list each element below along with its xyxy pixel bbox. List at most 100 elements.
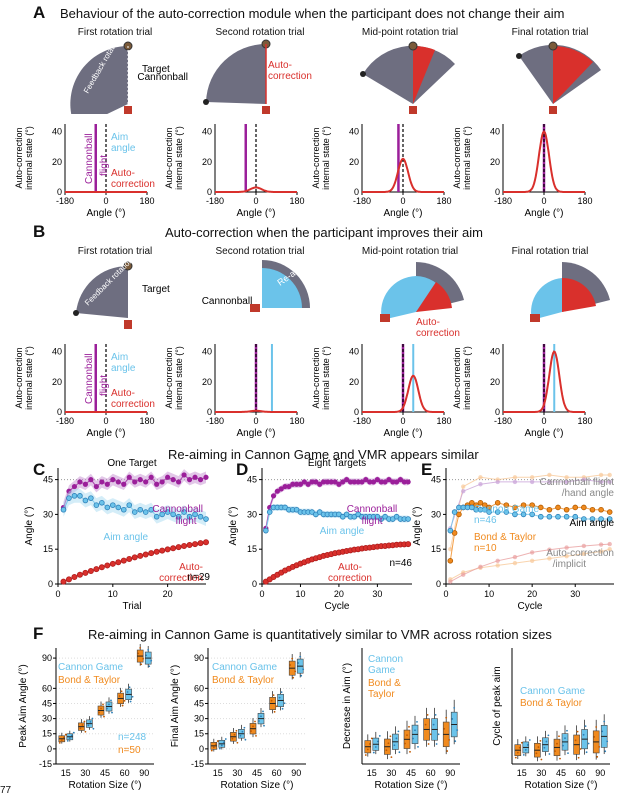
data-point: [412, 737, 414, 740]
data-point: [60, 506, 67, 513]
data-point: [461, 572, 466, 577]
data-point: [347, 479, 354, 485]
data-point: [394, 479, 400, 485]
data-point: [281, 707, 284, 710]
x-tick-label: 0: [103, 416, 108, 426]
data-point: [309, 479, 315, 485]
data-point: [164, 546, 171, 553]
diagram-b3: Auto- correction: [380, 262, 464, 336]
data-point: [320, 479, 327, 485]
x-axis-label: Angle (°): [383, 208, 422, 219]
data-point: [72, 731, 75, 734]
y-tick-label: 15: [247, 544, 257, 554]
data-point: [598, 516, 604, 522]
legend-label: Bond & Taylor: [212, 675, 275, 686]
data-point: [76, 571, 83, 578]
f-charts: -15 0 15 30 45 60 90 15 30 45 60 90 Rotation Size (°…: [18, 643, 610, 791]
svg-text:flight: flight: [99, 155, 110, 176]
x-axis-label: Angle (°): [383, 428, 422, 439]
y-tick-label: 0: [207, 187, 212, 197]
data-point: [147, 649, 150, 651]
data-point: [115, 479, 121, 485]
data-point: [526, 744, 529, 746]
data-point: [137, 552, 144, 559]
data-point: [564, 479, 569, 485]
x-axis-label: Angle (°): [86, 208, 125, 219]
data-point: [300, 674, 303, 677]
x-axis-label: Rotation Size (°): [525, 780, 598, 791]
y-tick-label: 30: [431, 509, 441, 519]
autocorr-sector: [413, 45, 435, 104]
data-point: [137, 506, 144, 513]
x-tick-label: 0: [400, 416, 405, 426]
x-tick-label: -180: [56, 196, 74, 206]
y-tick-label: 40: [349, 127, 359, 137]
data-point: [382, 479, 388, 485]
data-point: [401, 479, 407, 485]
y-tick-label: 20: [52, 377, 62, 387]
data-point: [115, 559, 122, 566]
y-tick-label: 20: [202, 157, 212, 167]
data-point: [270, 699, 273, 702]
x-tick-label: 180: [289, 196, 304, 206]
y-tick-label: 0: [252, 579, 257, 589]
series-label: Bond & Taylor: [474, 532, 537, 543]
trial-title: Second rotation trial: [215, 246, 305, 257]
data-point: [181, 509, 187, 515]
data-point: [512, 504, 518, 511]
data-point: [429, 733, 432, 736]
x-tick-label: 45: [556, 768, 566, 778]
data-point: [581, 516, 587, 522]
legend-label: Cannon Game: [520, 686, 585, 697]
y-tick-label: 40: [490, 347, 500, 357]
data-point: [372, 751, 375, 754]
data-point: [64, 733, 67, 736]
y-tick-label: 15: [431, 544, 441, 554]
data-point: [518, 746, 521, 749]
data-point: [370, 479, 377, 485]
data-point: [192, 511, 198, 518]
x-tick-label: -180: [206, 416, 224, 426]
data-point: [386, 477, 392, 483]
x-tick-label: 180: [139, 416, 154, 426]
data-point: [564, 475, 569, 480]
autocorr-label-2: correction: [268, 71, 312, 82]
data-point: [393, 744, 396, 747]
data-point: [175, 513, 182, 520]
x-tick-label: 30: [232, 768, 242, 778]
data-point: [186, 477, 193, 483]
series-label: /hand angle: [562, 488, 615, 499]
autocorr-b3-2: correction: [416, 328, 460, 336]
data-point: [137, 652, 140, 655]
data-point: [434, 713, 437, 716]
data-point: [503, 509, 510, 515]
x-tick-label: 0: [400, 196, 405, 206]
data-point: [266, 509, 273, 515]
y-tick-label: 0: [436, 579, 441, 589]
data-point: [374, 746, 377, 748]
data-point: [224, 738, 227, 740]
data-point: [100, 707, 102, 710]
y-tick-label: 0: [207, 407, 212, 417]
row-b-diagrams: Feedback rotation Target Re-aiming Canno…: [73, 256, 610, 336]
data-point: [469, 504, 475, 511]
data-point: [126, 691, 129, 693]
x-axis-label: Rotation Size (°): [221, 780, 294, 791]
y-tick-label: 20: [349, 157, 359, 167]
data-point: [456, 729, 459, 731]
data-point: [244, 738, 247, 741]
data-point: [451, 530, 458, 536]
data-point: [299, 655, 302, 658]
data-point: [60, 578, 67, 585]
data-point: [548, 753, 551, 755]
data-point: [84, 730, 87, 733]
data-point: [142, 509, 149, 515]
data-point: [427, 743, 430, 745]
autocorr-curve: [503, 350, 585, 413]
data-point: [181, 542, 188, 549]
autocorr-curve: [215, 409, 297, 413]
data-point: [175, 544, 182, 551]
data-point: [233, 733, 236, 736]
data-point: [60, 739, 63, 742]
data-point: [87, 724, 90, 727]
